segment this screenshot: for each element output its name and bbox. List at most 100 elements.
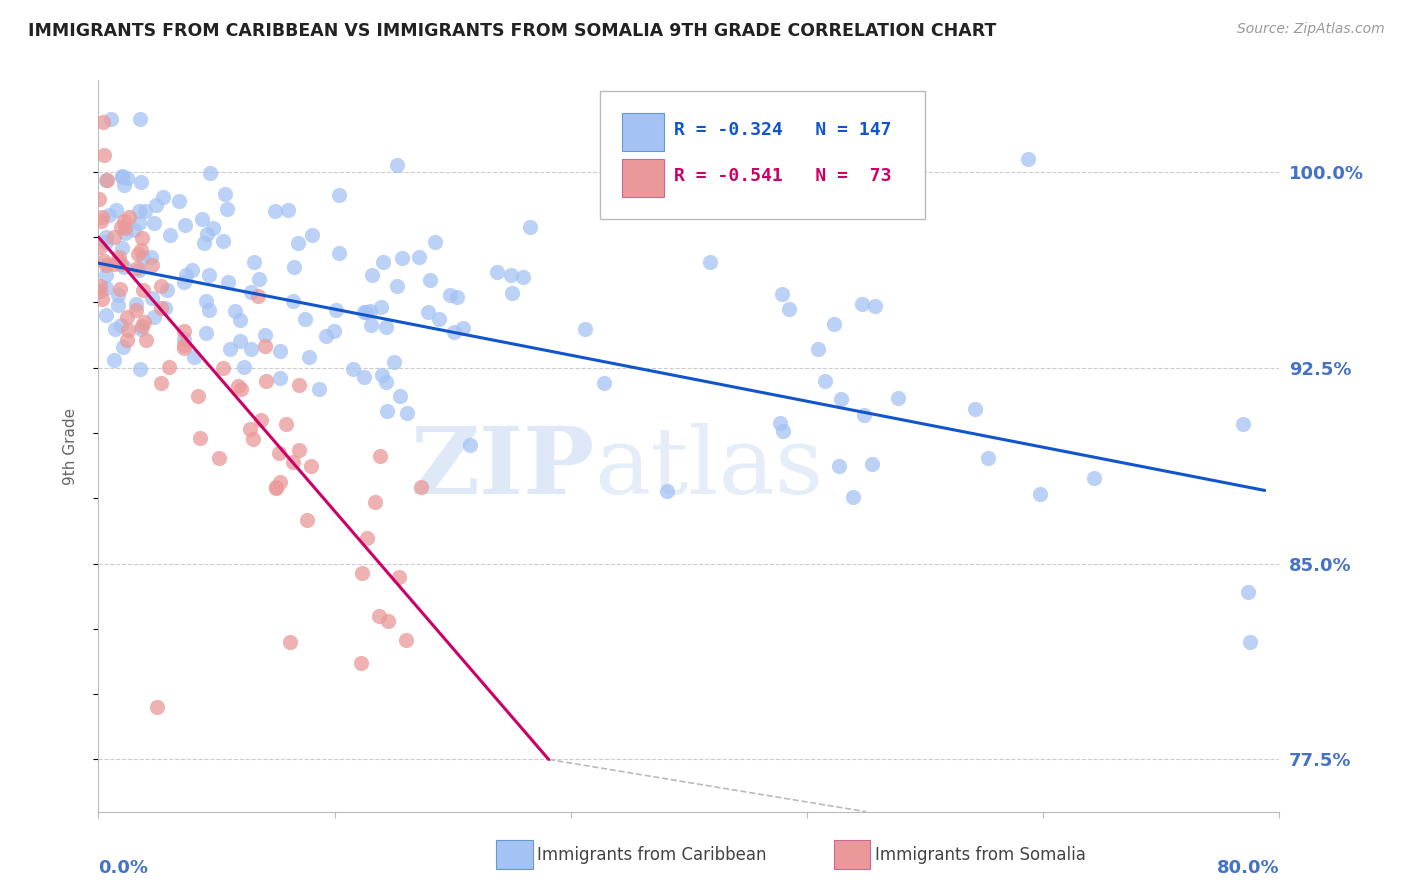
Point <box>1017 152 1039 166</box>
Point <box>360 268 382 282</box>
Point <box>111 340 134 354</box>
FancyBboxPatch shape <box>600 91 925 219</box>
Point <box>217 276 239 290</box>
Point <box>129 362 152 376</box>
Point <box>114 220 136 235</box>
Point <box>195 326 218 340</box>
Point <box>443 325 465 339</box>
Point <box>90 210 112 224</box>
Point <box>155 301 177 316</box>
Text: R = -0.541   N =  73: R = -0.541 N = 73 <box>673 167 891 185</box>
Point <box>193 236 215 251</box>
Point <box>103 353 125 368</box>
Point <box>242 432 264 446</box>
Point <box>283 260 305 274</box>
Point <box>887 391 910 405</box>
Point <box>104 322 127 336</box>
Point <box>141 250 163 264</box>
Point <box>131 231 153 245</box>
Point <box>141 258 163 272</box>
Point <box>156 283 179 297</box>
Point <box>779 301 801 316</box>
Point <box>863 299 886 313</box>
Point <box>198 268 221 283</box>
Point <box>807 342 830 356</box>
Text: ZIP: ZIP <box>411 423 595 513</box>
Point <box>100 112 122 127</box>
Point <box>395 633 418 648</box>
Point <box>125 297 148 311</box>
Text: IMMIGRANTS FROM CARIBBEAN VS IMMIGRANTS FROM SOMALIA 9TH GRADE CORRELATION CHART: IMMIGRANTS FROM CARIBBEAN VS IMMIGRANTS … <box>28 22 997 40</box>
Point <box>107 297 129 311</box>
Point <box>253 339 276 353</box>
Point <box>360 318 382 333</box>
Point <box>131 319 153 334</box>
Point <box>94 308 117 322</box>
Text: Immigrants from Caribbean: Immigrants from Caribbean <box>537 846 766 863</box>
Y-axis label: 9th Grade: 9th Grade <box>63 408 77 484</box>
Point <box>427 311 450 326</box>
Point <box>519 219 541 234</box>
Point <box>208 451 231 466</box>
Point <box>112 260 135 274</box>
Point <box>269 371 291 385</box>
Point <box>342 361 364 376</box>
Point <box>150 376 173 391</box>
Point <box>89 284 111 298</box>
Point <box>239 422 262 436</box>
Point <box>118 210 141 224</box>
Point <box>371 368 394 382</box>
Point <box>263 203 285 218</box>
Point <box>828 458 851 473</box>
Point <box>350 566 373 580</box>
Point <box>94 235 117 250</box>
Point <box>250 413 273 427</box>
Point <box>122 222 145 236</box>
Point <box>229 382 252 396</box>
Point <box>132 283 155 297</box>
Point <box>152 190 174 204</box>
Point <box>94 172 117 186</box>
Point <box>370 300 392 314</box>
Point <box>188 431 211 445</box>
Text: 0.0%: 0.0% <box>98 859 149 877</box>
Point <box>409 480 432 494</box>
Point <box>253 327 276 342</box>
Point <box>115 310 138 324</box>
Point <box>439 288 461 302</box>
Point <box>195 293 218 308</box>
Point <box>356 531 378 545</box>
Point <box>110 318 132 333</box>
Point <box>460 437 482 451</box>
Point <box>111 169 134 183</box>
Point <box>254 374 277 388</box>
Point <box>215 202 238 216</box>
Point <box>269 475 291 489</box>
Point <box>198 303 221 318</box>
Point <box>127 261 149 276</box>
Point <box>387 158 409 172</box>
Point <box>128 112 150 127</box>
Point <box>125 303 148 318</box>
Point <box>129 322 152 336</box>
Point <box>328 187 350 202</box>
Point <box>219 343 242 357</box>
Point <box>287 235 309 250</box>
Point <box>183 350 205 364</box>
Point <box>354 305 377 319</box>
Point <box>350 657 373 671</box>
Point <box>371 254 394 268</box>
Point <box>173 275 195 289</box>
Point <box>214 186 236 201</box>
Point <box>655 483 678 498</box>
Point <box>107 287 129 301</box>
Point <box>295 513 318 527</box>
Point <box>501 286 523 301</box>
Point <box>91 115 114 129</box>
Point <box>173 338 195 352</box>
Point <box>149 279 172 293</box>
Text: Immigrants from Somalia: Immigrants from Somalia <box>875 846 1085 863</box>
Point <box>593 376 616 391</box>
Text: 80.0%: 80.0% <box>1216 859 1279 877</box>
Point <box>315 329 337 343</box>
